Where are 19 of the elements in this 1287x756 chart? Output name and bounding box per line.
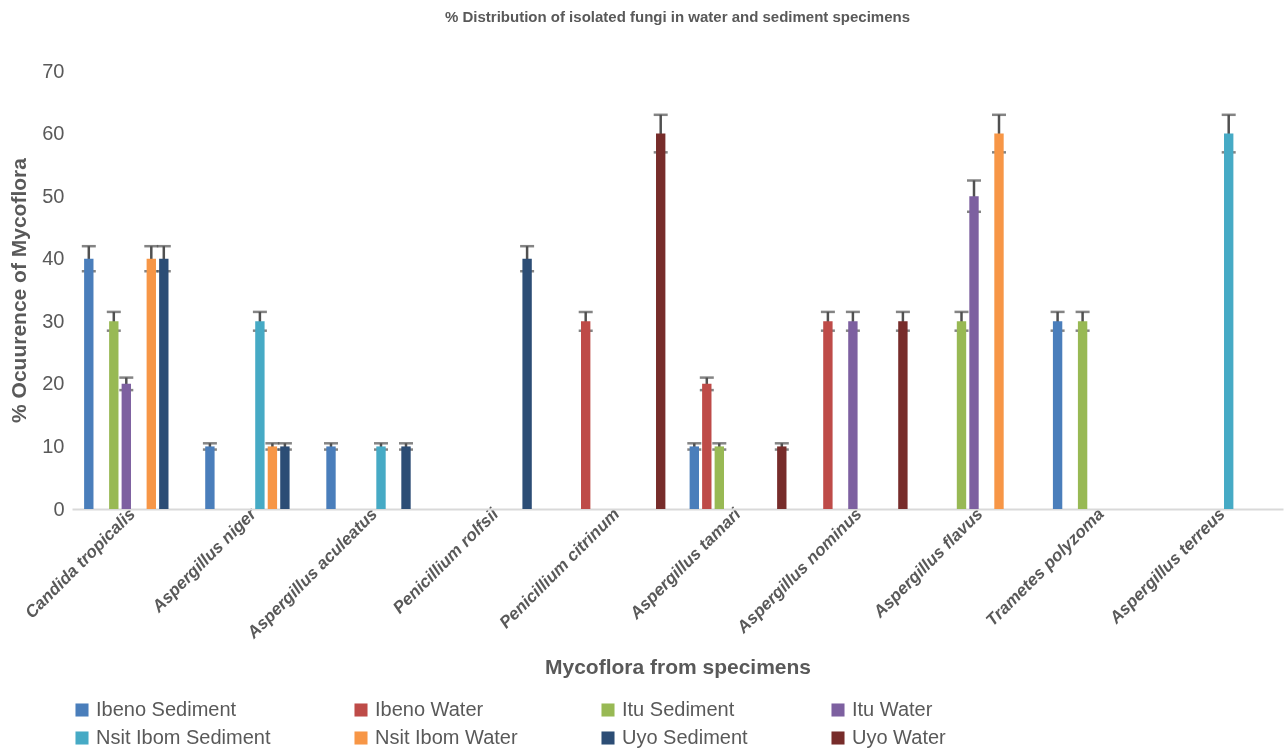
legend-label: Nsit Ibom Water [375, 726, 518, 748]
legend-label: Itu Sediment [622, 698, 735, 720]
y-tick-label: 60 [42, 122, 65, 145]
x-axis-title: Mycoflora from specimens [544, 655, 812, 679]
legend-label: Uyo Water [852, 726, 947, 748]
legend-label: Ibeno Water [375, 698, 484, 720]
y-tick-label: 70 [42, 59, 65, 82]
legend-label: Itu Water [852, 698, 933, 720]
y-tick-label: 30 [42, 309, 65, 332]
y-tick-label: 50 [42, 184, 65, 207]
y-axis-title: % Ocuurence of Mycoflora [7, 157, 31, 423]
y-tick-label: 40 [42, 247, 65, 270]
legend-label: Uyo Sediment [622, 726, 749, 748]
y-tick-label: 20 [42, 372, 65, 395]
legend-label: Ibeno Sediment [96, 698, 237, 720]
y-tick-label: 0 [53, 497, 65, 520]
legend-label: Nsit Ibom Sediment [96, 726, 271, 748]
chart-title: % Distribution of isolated fungi in water and sediment specimens [444, 8, 911, 25]
y-tick-label: 10 [42, 434, 65, 457]
